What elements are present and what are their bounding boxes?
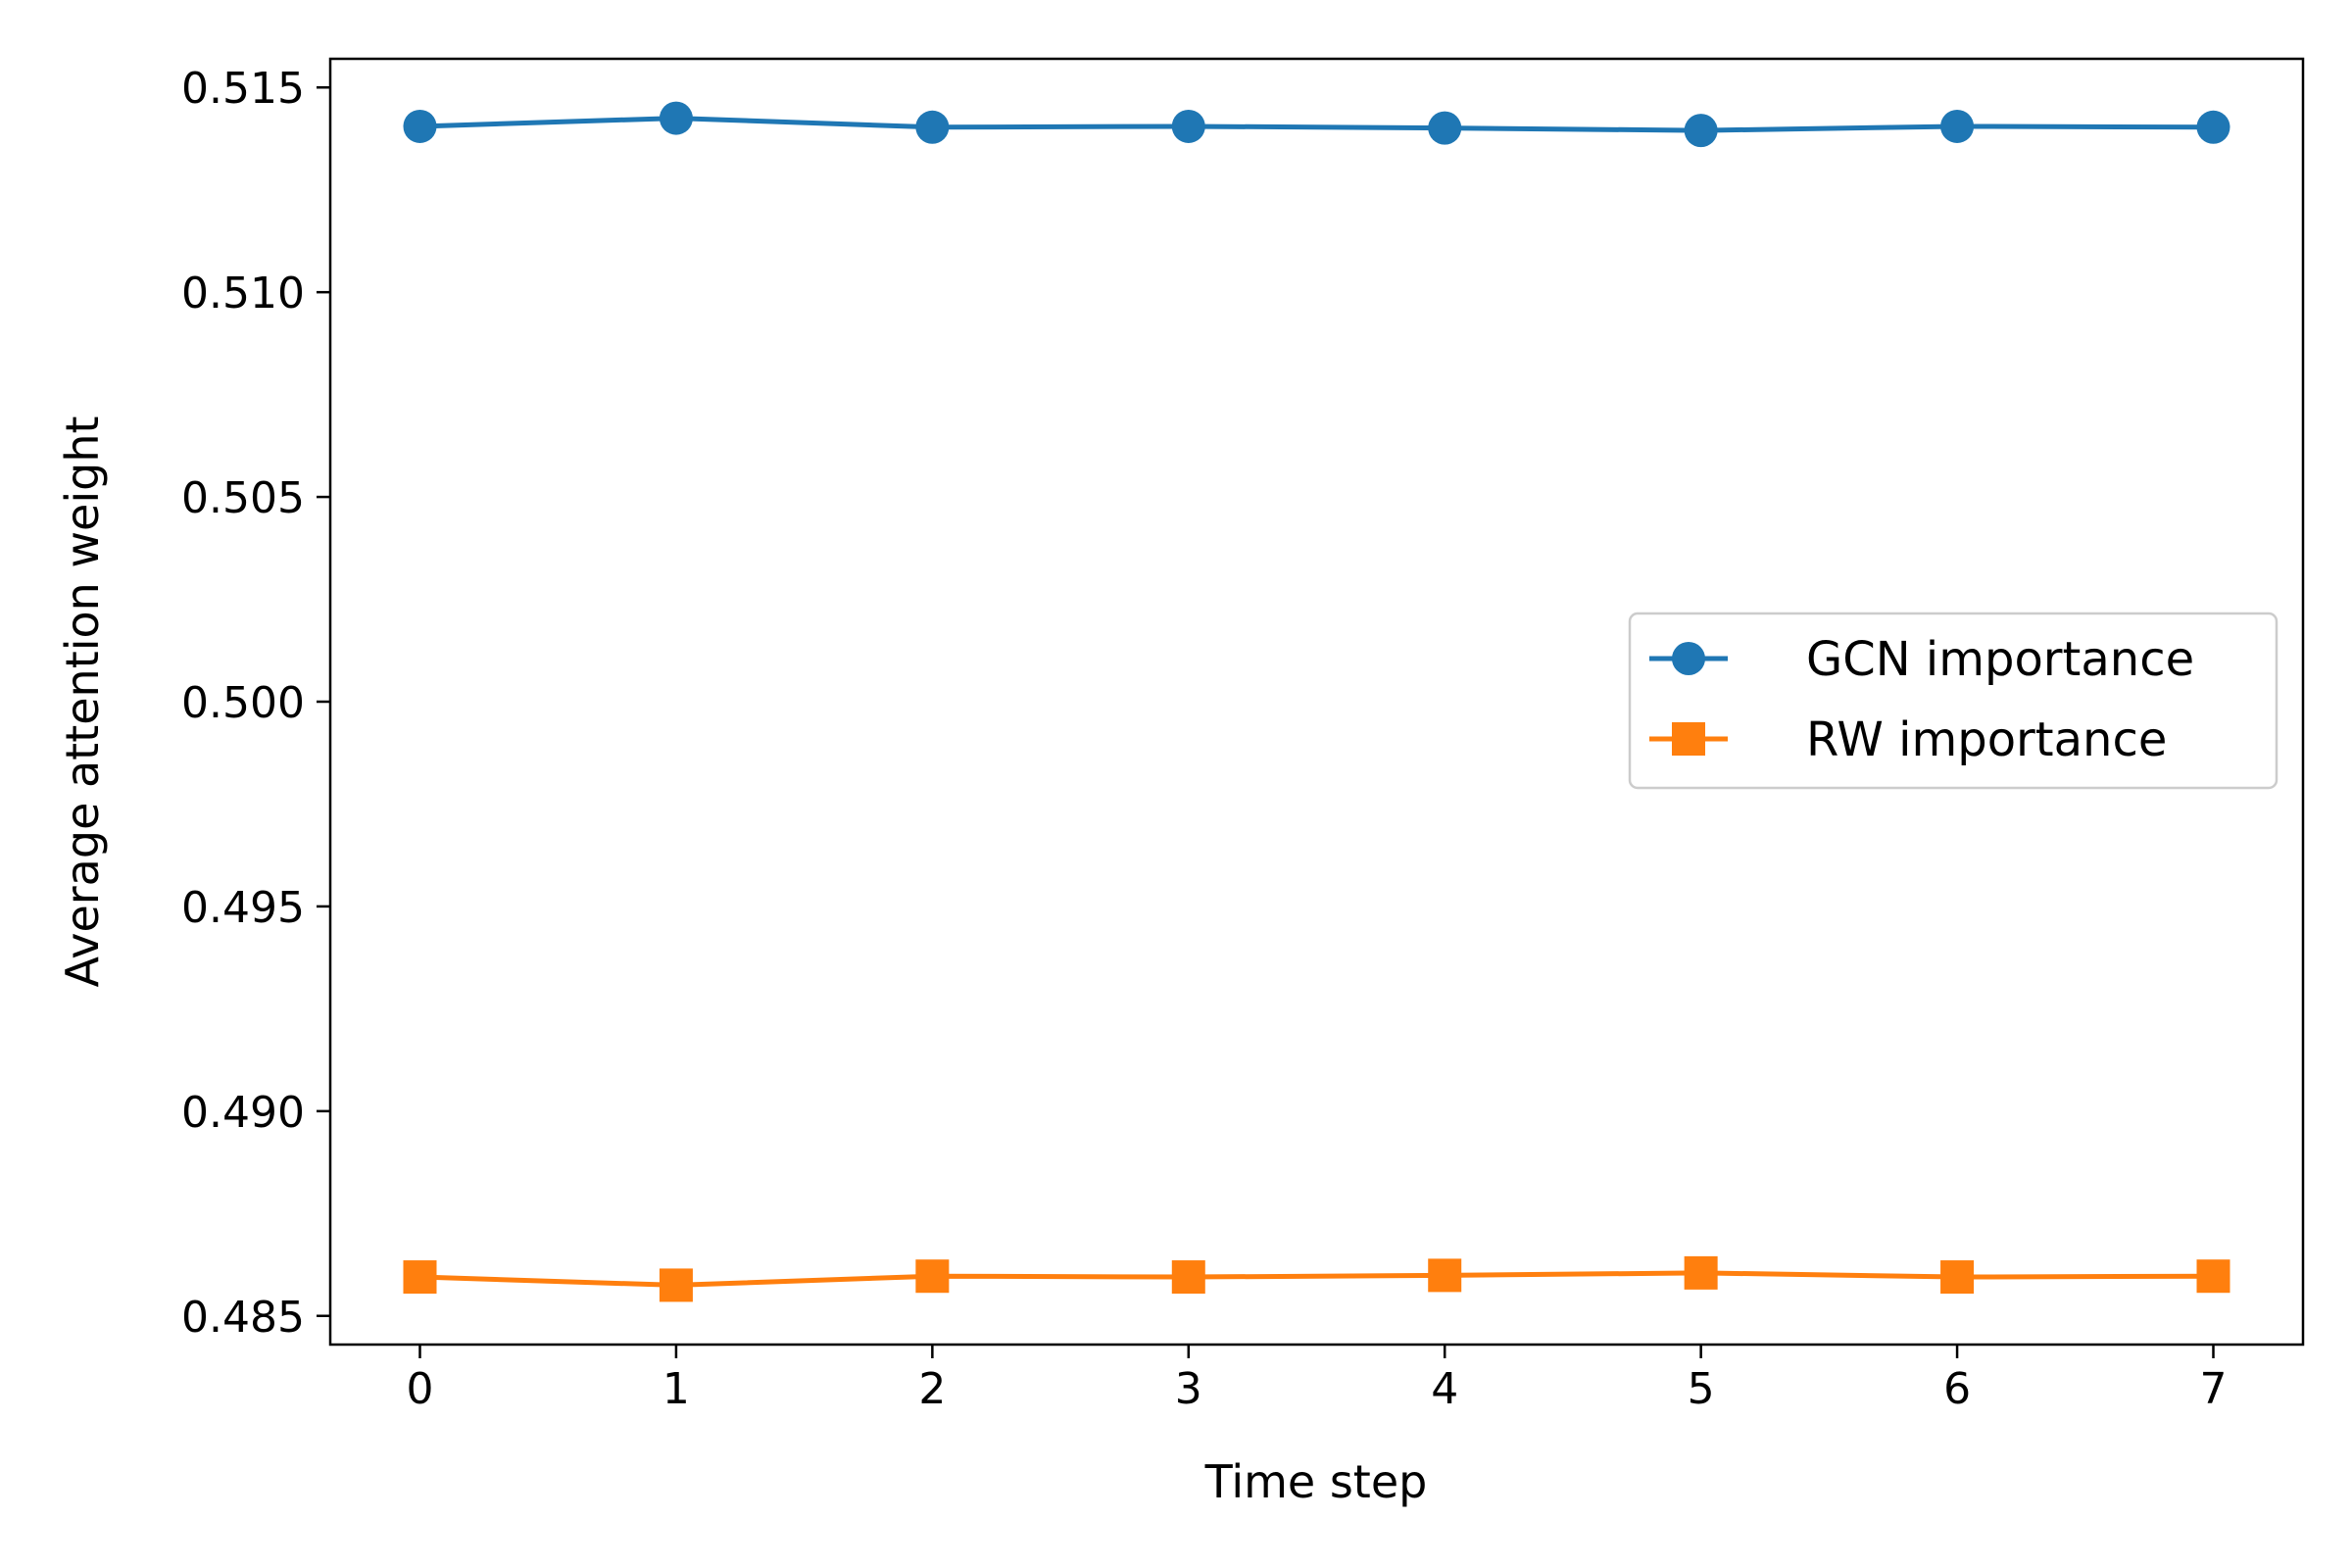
series-layer: [403, 101, 2230, 1302]
y-axis-title: Average attention weight: [56, 416, 109, 987]
data-point: [659, 101, 693, 135]
data-point: [1171, 1260, 1205, 1295]
series-rw-importance: [403, 1255, 2230, 1302]
x-tick-label: 3: [1175, 1364, 1202, 1414]
legend: GCN importance RW importance: [1628, 612, 2278, 790]
data-point: [2196, 110, 2230, 144]
legend-label: GCN importance: [1806, 632, 2194, 687]
x-tick-label: 0: [407, 1364, 434, 1414]
data-point: [403, 1260, 437, 1295]
data-point: [403, 109, 437, 143]
legend-item: RW importance: [1649, 712, 2167, 767]
y-tick-label: 0.500: [181, 678, 305, 728]
legend-label: RW importance: [1806, 712, 2167, 767]
x-tick-label: 2: [918, 1364, 946, 1414]
data-point: [1428, 1258, 1462, 1293]
series-gcn-importance: [403, 101, 2230, 148]
x-tick-label: 6: [1943, 1364, 1971, 1414]
x-tick-label: 4: [1431, 1364, 1458, 1414]
x-tick-label: 5: [1688, 1364, 1715, 1414]
legend-marker: [1672, 722, 1705, 756]
data-point: [1940, 1260, 1975, 1295]
x-axis: 0 1 2 3 4 5 6 7: [407, 1345, 2228, 1414]
series-line: [419, 116, 2214, 133]
data-point: [1428, 111, 1462, 145]
data-point: [1171, 109, 1205, 143]
y-tick-label: 0.515: [181, 64, 305, 114]
data-point: [1684, 114, 1718, 148]
data-point: [915, 110, 950, 144]
data-point: [1684, 1255, 1718, 1290]
y-tick-label: 0.495: [181, 883, 305, 933]
series-line: [419, 1270, 2214, 1288]
x-tick-label: 1: [662, 1364, 690, 1414]
x-tick-label: 7: [2200, 1364, 2228, 1414]
data-point: [2196, 1259, 2230, 1294]
y-axis: 0.485 0.490 0.495 0.500 0.505 0.510 0.515: [181, 64, 330, 1343]
legend-marker: [1672, 642, 1705, 675]
y-tick-label: 0.485: [181, 1293, 305, 1343]
data-point: [1940, 109, 1975, 143]
x-axis-title: Time step: [1204, 1455, 1428, 1508]
y-tick-label: 0.490: [181, 1088, 305, 1138]
legend-box: [1628, 612, 2278, 790]
legend-item: GCN importance: [1649, 632, 2194, 687]
y-tick-label: 0.505: [181, 473, 305, 523]
data-point: [659, 1268, 693, 1302]
data-point: [915, 1259, 950, 1294]
y-tick-label: 0.510: [181, 269, 305, 318]
